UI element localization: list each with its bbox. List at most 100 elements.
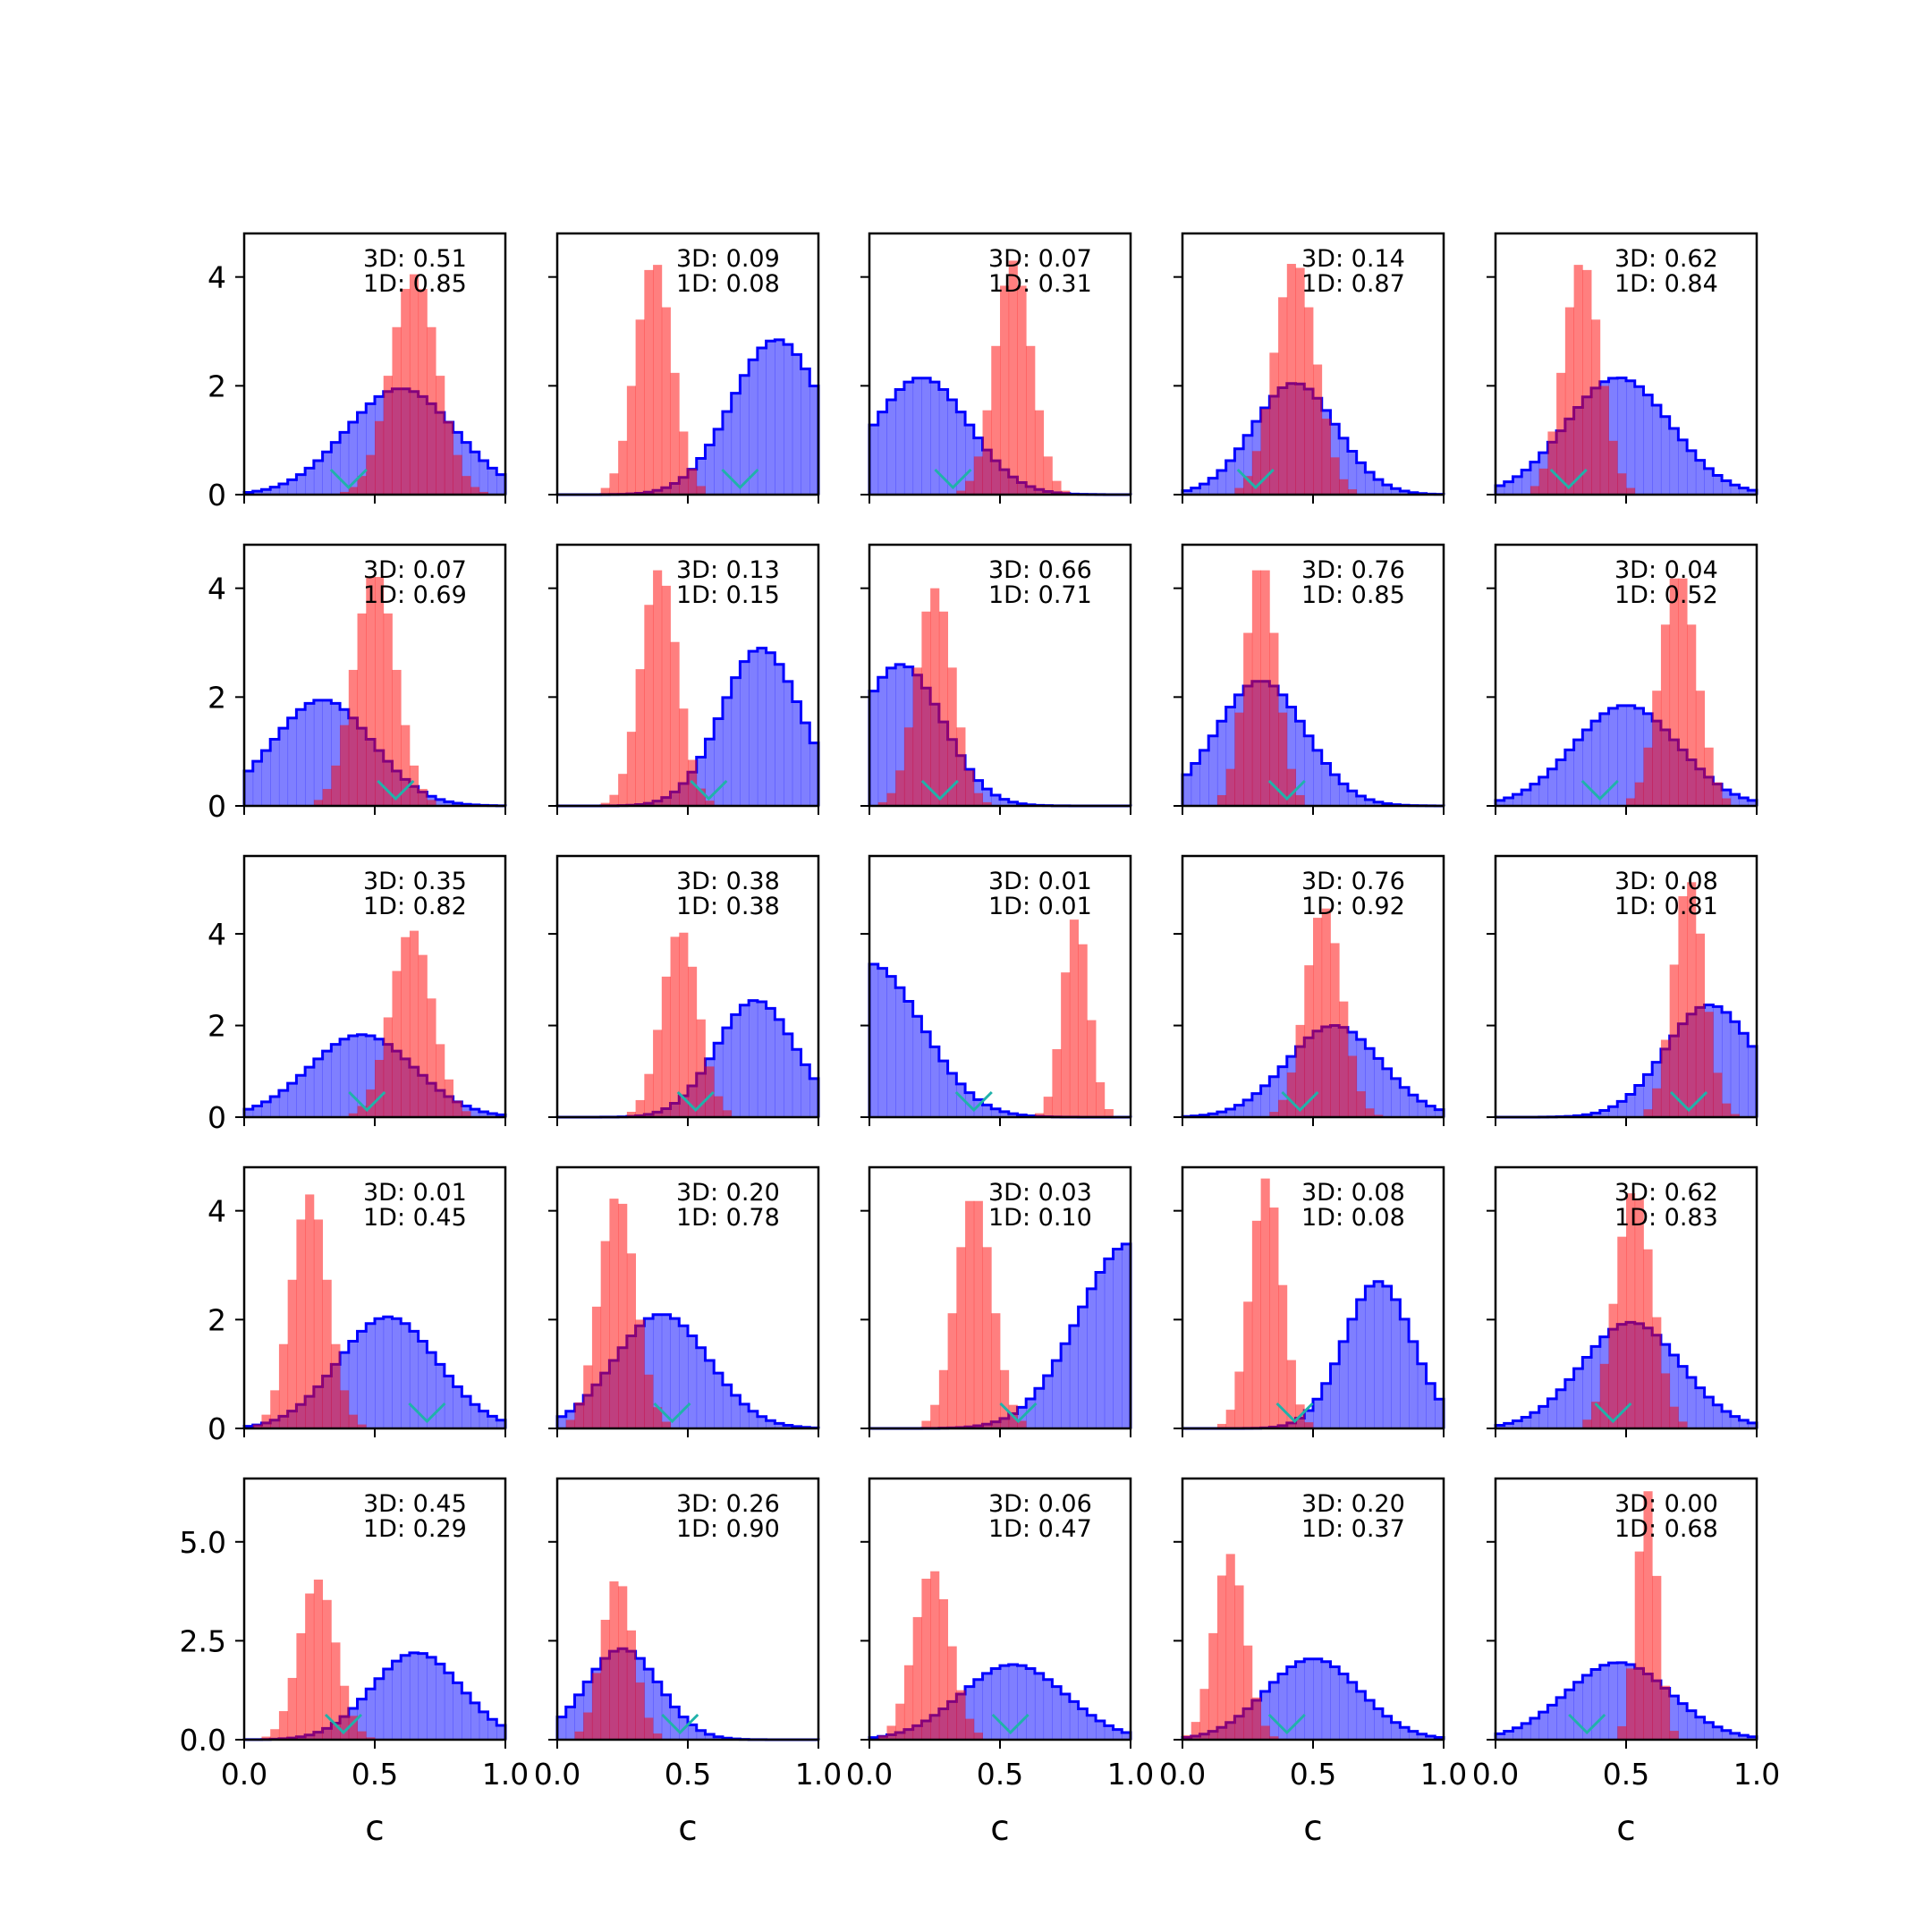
red-hist-bar [705, 801, 715, 806]
red-hist-bar [965, 1200, 975, 1428]
blue-hist-bar [287, 479, 297, 495]
red-hist-bar [427, 998, 436, 1117]
red-hist-bar [574, 1402, 584, 1428]
blue-hist-bar [1547, 1705, 1557, 1740]
annotation-3d: 3D: 0.06 [988, 1490, 1092, 1518]
blue-hist-bar [644, 1318, 654, 1428]
blue-hist-bar [1409, 1341, 1419, 1428]
blue-hist-bar [1260, 1691, 1270, 1740]
blue-hist-bar [1078, 1708, 1088, 1740]
red-hist-bar [618, 774, 628, 806]
blue-hist-bar [809, 1078, 819, 1117]
blue-hist-bar [991, 794, 1001, 806]
blue-hist-bar [1739, 1033, 1749, 1117]
red-hist-bar [348, 1113, 358, 1117]
blue-hist-bar [1304, 1410, 1314, 1428]
red-hist-bar [1608, 1303, 1618, 1428]
blue-hist-bar [383, 1317, 393, 1428]
red-hist-bar [331, 1642, 341, 1740]
blue-hist-bar [462, 1396, 471, 1428]
blue-hist-bar [1043, 1679, 1053, 1740]
blue-hist-bar [670, 1707, 680, 1740]
blue-hist-bar [1704, 1722, 1714, 1740]
marker-chevron [348, 1090, 386, 1113]
blue-hist-bar [1626, 1094, 1636, 1117]
blue-hist-bar [392, 1661, 402, 1740]
red-hist-bar [383, 1017, 393, 1117]
red-hist-bar [947, 667, 957, 806]
blue-hist-bar [1225, 1108, 1235, 1117]
red-hist-bar [1330, 943, 1340, 1117]
red-hist-bar [366, 1737, 376, 1740]
blue-hist-bar [973, 1679, 983, 1740]
red-hist-bar [1339, 1001, 1349, 1117]
blue-hist-bar [1286, 707, 1296, 806]
blue-hist-bar [757, 1416, 767, 1428]
blue-hist-outline [1494, 376, 1758, 495]
blue-hist-bar [1678, 439, 1688, 495]
red-hist-bar [644, 1717, 654, 1740]
red-hist-bar [965, 1718, 975, 1740]
blue-hist-bar [479, 1711, 488, 1740]
red-hist-bar [921, 1420, 931, 1428]
red-hist-bar [583, 1365, 593, 1428]
blue-hist-bar [1216, 1112, 1227, 1117]
red-hist-bar [1017, 1420, 1027, 1428]
blue-hist-bar [313, 699, 323, 806]
blue-hist-bar [1591, 1113, 1601, 1117]
blue-hist-bar [1513, 1727, 1522, 1740]
red-hist-bar [479, 491, 488, 495]
blue-hist-bar [270, 487, 280, 495]
blue-hist-bar [1530, 1718, 1540, 1740]
red-hist-bar [903, 727, 914, 806]
blue-hist-bar [470, 1404, 480, 1428]
red-hist-bar [462, 1111, 471, 1117]
blue-hist-bar [1069, 1325, 1079, 1428]
red-hist-bar [653, 570, 663, 806]
red-hist-bar [877, 801, 887, 806]
blue-hist-bar [1182, 775, 1192, 806]
blue-hist-bar [409, 1331, 419, 1428]
blue-hist-bar [1748, 800, 1758, 806]
x-tick-label: 0.0 [1159, 1757, 1206, 1792]
red-hist-bar [1556, 372, 1566, 495]
blue-hist-bar [982, 1673, 992, 1740]
blue-hist-bar [1496, 485, 1505, 495]
blue-hist-bar [305, 1067, 315, 1117]
red-hist-bar [357, 1731, 367, 1740]
red-hist-bar [1330, 457, 1340, 495]
red-hist-bar [1304, 1422, 1314, 1428]
annotation-1d: 1D: 0.29 [363, 1515, 467, 1543]
blue-hist-bar [784, 681, 793, 806]
blue-hist-bar [1626, 380, 1636, 495]
red-hist-bar [418, 954, 428, 1117]
red-hist-bar [1564, 307, 1574, 495]
red-hist-bar [1695, 933, 1705, 1117]
red-hist-bar [1347, 489, 1358, 495]
blue-hist-bar [930, 382, 940, 495]
annotation-3d: 3D: 0.07 [988, 245, 1092, 273]
blue-hist-outline [1494, 1661, 1758, 1740]
blue-hist-bar [775, 1423, 784, 1428]
blue-hist-bar [1409, 1095, 1419, 1117]
y-tick-label: 2 [208, 1302, 226, 1337]
blue-hist-bar [886, 667, 896, 806]
blue-hist-bar [714, 1043, 724, 1117]
red-hist-bar [1260, 1725, 1270, 1740]
red-hist-bar [886, 792, 896, 806]
red-hist-bar [947, 1313, 957, 1428]
blue-hist-bar [1313, 1658, 1323, 1740]
blue-hist-bar [1269, 1682, 1279, 1740]
red-hist-bar [1634, 782, 1644, 806]
red-hist-bar [895, 1703, 905, 1740]
blue-hist-bar [1426, 1383, 1436, 1428]
blue-hist-bar [1722, 480, 1732, 495]
red-hist-bar [375, 577, 385, 806]
red-hist-bar [982, 410, 992, 495]
annotation-1d: 1D: 0.37 [1301, 1515, 1405, 1543]
blue-hist-bar [401, 1655, 411, 1740]
blue-hist-bar [1365, 1048, 1375, 1117]
blue-hist-bar [1104, 1725, 1114, 1740]
red-hist-bar [921, 611, 931, 806]
